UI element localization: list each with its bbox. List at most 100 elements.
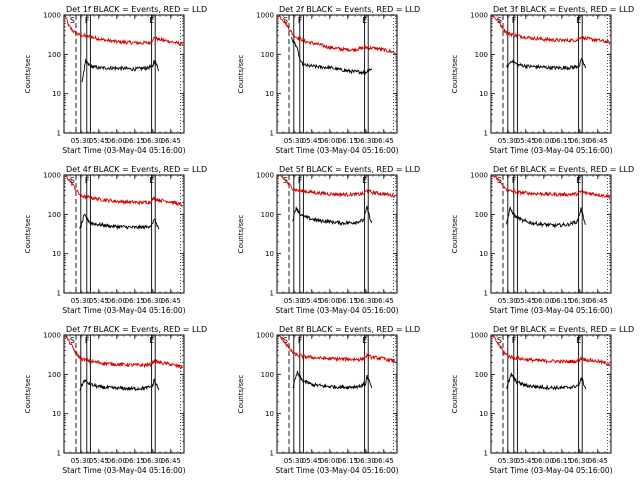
detector-panel: Det 7f BLACK = Events, RED = LLD Counts/s… xyxy=(24,325,207,475)
y-axis-label: Counts/sec xyxy=(237,215,245,254)
x-tick-label: 06:45 xyxy=(588,297,608,305)
panel-title: Det 9f BLACK = Events, RED = LLD xyxy=(493,325,634,334)
lld-series-line xyxy=(492,175,611,201)
time-marker-label: E xyxy=(149,336,154,345)
panel-title: Det 6f BLACK = Events, RED = LLD xyxy=(493,165,634,174)
data-region xyxy=(65,335,183,392)
events-series-line xyxy=(79,378,160,392)
events-series-line xyxy=(290,36,373,76)
x-tick-label: 06:30 xyxy=(570,297,590,305)
panel-title: Det 3f BLACK = Events, RED = LLD xyxy=(493,5,634,14)
lld-series-line xyxy=(491,15,611,46)
data-region xyxy=(492,175,611,229)
y-tick-label: 100 xyxy=(475,51,488,59)
detector-panel: Det 3f BLACK = Events, RED = LLD Counts/s… xyxy=(451,5,634,155)
x-tick-label: 06:00 xyxy=(107,457,127,465)
events-series-line xyxy=(292,205,373,226)
x-tick-label: 06:30 xyxy=(570,137,590,145)
x-tick-label: 06:45 xyxy=(161,297,181,305)
y-tick-label: 100 xyxy=(48,51,61,59)
time-marker-label: F xyxy=(512,176,517,185)
detector-panel: Det 1f BLACK = Events, RED = LLD Counts/s… xyxy=(24,5,207,155)
x-tick-label: 05:30 xyxy=(71,457,91,465)
panel-title: Det 7f BLACK = Events, RED = LLD xyxy=(66,325,207,334)
time-marker-label: F xyxy=(298,336,303,345)
events-series-line xyxy=(506,205,587,229)
time-marker-label: E xyxy=(149,176,154,185)
time-marker-label: F xyxy=(298,16,303,25)
x-axis-label: Start Time (03-May-04 05:16:00) xyxy=(62,146,185,155)
time-marker-label: S xyxy=(497,176,502,185)
time-marker-label: S xyxy=(70,336,75,345)
time-marker-label: S xyxy=(283,336,288,345)
data-region xyxy=(277,175,397,226)
panel-title: Det 1f BLACK = Events, RED = LLD xyxy=(66,5,207,14)
x-axis-label: Start Time (03-May-04 05:16:00) xyxy=(62,306,185,315)
lld-series-line xyxy=(64,15,184,47)
time-marker-label: F xyxy=(85,336,90,345)
y-axis-label: Counts/sec xyxy=(24,215,32,254)
y-tick-label: 10 xyxy=(479,90,488,98)
y-tick-label: 1 xyxy=(484,130,488,138)
x-tick-label: 06:15 xyxy=(552,297,572,305)
data-region xyxy=(65,175,184,231)
time-marker-label: S xyxy=(497,336,502,345)
x-axis-label: Start Time (03-May-04 05:16:00) xyxy=(489,306,612,315)
x-tick-label: 06:15 xyxy=(338,137,358,145)
y-tick-label: 1000 xyxy=(43,332,61,340)
plot-frame xyxy=(276,14,398,134)
x-tick-label: 05:30 xyxy=(498,457,518,465)
time-marker-label: E xyxy=(576,16,581,25)
y-tick-label: 1000 xyxy=(256,12,274,20)
y-tick-label: 100 xyxy=(261,371,274,379)
x-tick-label: 06:45 xyxy=(161,137,181,145)
time-marker-label: E xyxy=(576,176,581,185)
x-tick-label: 06:15 xyxy=(125,297,145,305)
x-tick-label: 05:30 xyxy=(498,297,518,305)
x-tick-label: 06:45 xyxy=(374,297,394,305)
x-tick-label: 06:00 xyxy=(320,457,340,465)
x-tick-label: 06:15 xyxy=(338,457,358,465)
y-tick-label: 10 xyxy=(52,90,61,98)
y-tick-label: 1 xyxy=(57,130,61,138)
lld-series-line xyxy=(277,335,397,365)
time-marker-label: E xyxy=(576,336,581,345)
x-axis-label: Start Time (03-May-04 05:16:00) xyxy=(275,306,398,315)
y-tick-label: 1 xyxy=(270,450,274,458)
x-axis-label: Start Time (03-May-04 05:16:00) xyxy=(275,146,398,155)
x-tick-label: 06:00 xyxy=(534,137,554,145)
x-tick-label: 06:45 xyxy=(374,137,394,145)
detector-panel: Det 9f BLACK = Events, RED = LLD Counts/s… xyxy=(451,325,634,475)
y-tick-label: 1000 xyxy=(256,332,274,340)
lld-series-line xyxy=(277,175,397,199)
x-tick-label: 06:15 xyxy=(552,137,572,145)
x-tick-label: 05:45 xyxy=(302,297,322,305)
y-axis-label: Counts/sec xyxy=(451,215,459,254)
x-tick-label: 06:00 xyxy=(107,137,127,145)
y-tick-label: 1 xyxy=(57,450,61,458)
time-marker-label: E xyxy=(362,336,367,345)
lld-series-line xyxy=(491,335,611,367)
plot-frame xyxy=(276,334,398,454)
y-tick-label: 1 xyxy=(270,130,274,138)
plot-frame xyxy=(63,334,185,454)
time-marker-label: S xyxy=(70,176,75,185)
x-tick-label: 06:30 xyxy=(570,457,590,465)
lld-series-line xyxy=(65,335,183,370)
x-tick-label: 06:45 xyxy=(374,457,394,465)
y-tick-label: 10 xyxy=(52,410,61,418)
x-tick-label: 05:45 xyxy=(302,137,322,145)
y-axis-label: Counts/sec xyxy=(451,375,459,414)
x-tick-label: 05:45 xyxy=(516,457,536,465)
detector-panel: Det 2f BLACK = Events, RED = LLD Counts/s… xyxy=(237,5,420,155)
x-tick-label: 05:30 xyxy=(284,457,304,465)
x-tick-label: 06:00 xyxy=(534,457,554,465)
y-tick-label: 100 xyxy=(261,211,274,219)
y-axis-label: Counts/sec xyxy=(24,55,32,94)
x-tick-label: 05:30 xyxy=(498,137,518,145)
y-tick-label: 100 xyxy=(48,211,61,219)
x-tick-label: 06:30 xyxy=(356,297,376,305)
x-tick-label: 06:30 xyxy=(143,297,163,305)
detector-panel: Det 4f BLACK = Events, RED = LLD Counts/s… xyxy=(24,165,207,315)
x-tick-label: 05:30 xyxy=(71,297,91,305)
